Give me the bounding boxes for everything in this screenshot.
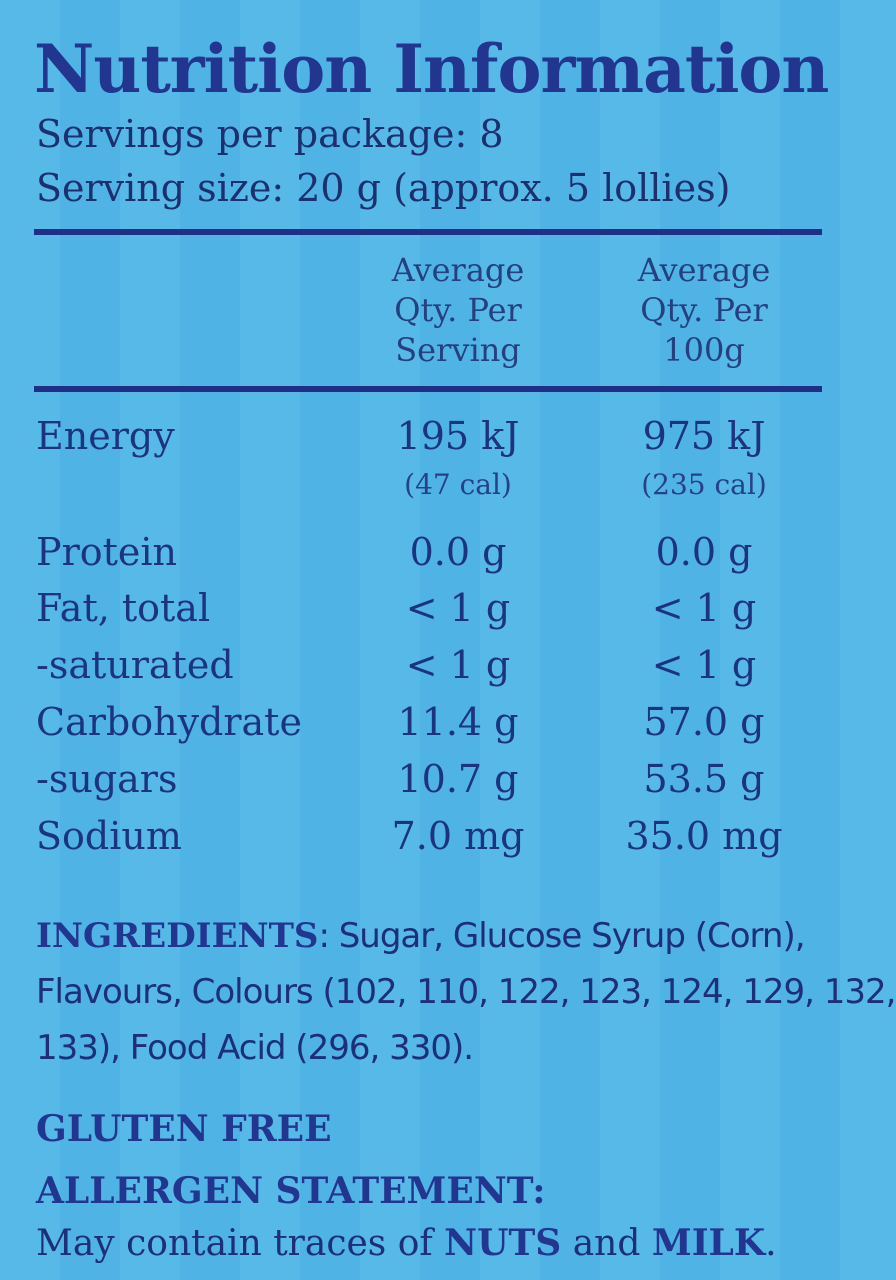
allergen-prefix: May contain traces of	[36, 1223, 445, 1264]
column-header-per-serving: Average Qty. Per Serving	[338, 250, 578, 370]
per-100g-value: 975 kJ	[642, 414, 766, 458]
column-header-line: Average	[391, 251, 525, 289]
column-header-per-100g: Average Qty. Per 100g	[584, 250, 824, 370]
energy-cal-per-100g: (235 cal)	[641, 468, 767, 501]
per-serving-value: < 1 g	[405, 586, 511, 630]
servings-per-package: Servings per package: 8	[36, 112, 504, 156]
column-header-line: Serving	[395, 331, 521, 369]
serving-size: Serving size: 20 g (approx. 5 lollies)	[36, 166, 731, 210]
nutrient-label: Fat, total	[36, 586, 211, 630]
nutrient-row-carbohydrate: Carbohydrate 11.4 g 57.0 g	[0, 700, 896, 756]
allergen-statement: May contain traces of NUTS and MILK.	[36, 1222, 777, 1264]
energy-cal-per-serving: (47 cal)	[404, 468, 512, 501]
nutrient-row-sugars: -sugars 10.7 g 53.5 g	[0, 757, 896, 813]
gluten-free-label: GLUTEN FREE	[36, 1108, 332, 1150]
nutrient-row-protein: Protein 0.0 g 0.0 g	[0, 530, 896, 586]
allergen-heading: ALLERGEN STATEMENT:	[36, 1170, 546, 1212]
column-header-line: Qty. Per	[640, 291, 768, 329]
allergen-nuts: NUTS	[444, 1222, 562, 1264]
per-100g-value: < 1 g	[651, 586, 757, 630]
allergen-and: and	[561, 1223, 652, 1264]
ingredients-statement: INGREDIENTS: Sugar, Glucose Syrup (Corn)…	[36, 908, 896, 1076]
per-serving-value: 0.0 g	[409, 530, 507, 574]
nutrient-label: -saturated	[36, 643, 234, 687]
nutrient-label: -sugars	[36, 757, 178, 801]
per-100g-value: 0.0 g	[655, 530, 753, 574]
nutrient-label: Carbohydrate	[36, 700, 302, 744]
top-divider	[34, 229, 822, 235]
per-serving-value: 11.4 g	[397, 700, 519, 744]
panel-title: Nutrition Information	[34, 30, 829, 108]
per-serving-value: < 1 g	[405, 643, 511, 687]
allergen-suffix: .	[765, 1223, 777, 1264]
nutrient-row-energy: Energy 195 kJ 975 kJ	[0, 414, 896, 470]
nutrient-row-sodium: Sodium 7.0 mg 35.0 mg	[0, 814, 896, 870]
ingredients-heading: INGREDIENTS	[36, 916, 319, 956]
per-100g-value: 35.0 mg	[625, 814, 783, 858]
column-header-line: 100g	[663, 331, 745, 369]
nutrient-row-saturated: -saturated < 1 g < 1 g	[0, 643, 896, 699]
ingredients-list: : Sugar, Glucose Syrup (Corn), Flavours,…	[36, 916, 896, 1068]
nutrient-label: Protein	[36, 530, 177, 574]
nutrient-label: Sodium	[36, 814, 182, 858]
per-serving-value: 10.7 g	[397, 757, 519, 801]
per-100g-value: 53.5 g	[643, 757, 765, 801]
per-100g-value: < 1 g	[651, 643, 757, 687]
per-100g-value: 57.0 g	[643, 700, 765, 744]
nutrient-row-fat-total: Fat, total < 1 g < 1 g	[0, 586, 896, 642]
column-header-line: Average	[637, 251, 771, 289]
nutrient-label: Energy	[36, 414, 175, 458]
per-serving-value: 195 kJ	[396, 414, 520, 458]
allergen-milk: MILK	[651, 1222, 766, 1264]
header-divider	[34, 386, 822, 392]
column-header-line: Qty. Per	[394, 291, 522, 329]
per-serving-value: 7.0 mg	[391, 814, 525, 858]
